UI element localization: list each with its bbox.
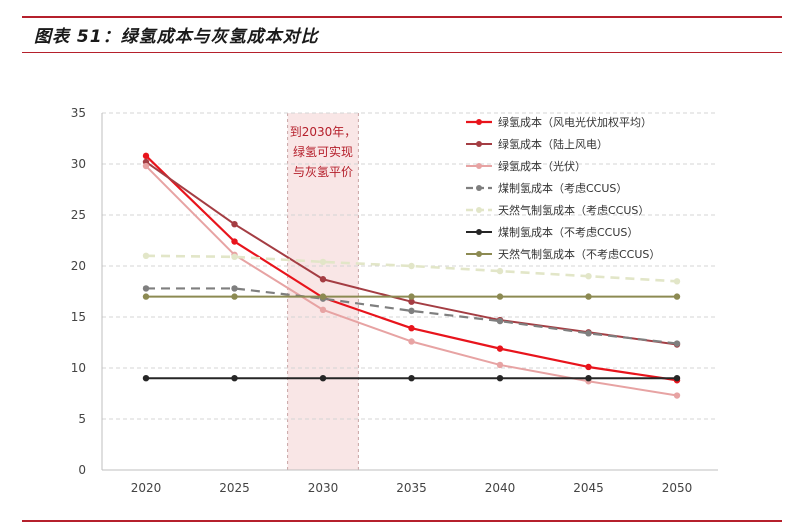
data-point (319, 258, 327, 266)
data-point (496, 293, 504, 300)
data-point (496, 267, 504, 275)
data-point (142, 162, 150, 170)
legend-label: 绿氢成本（风电光伏加权平均） (498, 115, 652, 129)
y-tick-label: 10 (71, 361, 86, 375)
top-rule (22, 16, 782, 18)
data-point (496, 345, 504, 352)
legend-item: 煤制氢成本（不考虑CCUS） (466, 225, 638, 239)
x-tick-label: 2045 (573, 481, 604, 495)
data-point (408, 293, 415, 300)
data-point (231, 375, 238, 382)
x-tick-label: 2035 (396, 481, 427, 495)
data-point (585, 363, 592, 371)
x-tick-label: 2030 (308, 481, 339, 495)
legend-label: 绿氢成本（陆上风电） (498, 137, 608, 151)
legend-label: 天然气制氢成本（考虑CCUS） (498, 203, 649, 217)
legend-label: 天然气制氢成本（不考虑CCUS） (498, 247, 660, 261)
series-line (145, 165, 678, 397)
data-point (673, 375, 681, 382)
legend-swatch-marker (476, 119, 482, 125)
legend-item: 天然气制氢成本（不考虑CCUS） (466, 247, 660, 261)
data-point (408, 338, 415, 345)
data-point (142, 375, 150, 382)
data-point (585, 293, 592, 300)
data-point (231, 220, 238, 228)
y-tick-label: 25 (71, 208, 86, 222)
series-5 (142, 252, 681, 285)
data-point (585, 375, 592, 382)
y-tick-label: 35 (71, 106, 86, 120)
y-tick-label: 0 (78, 463, 86, 477)
legend-item: 天然气制氢成本（考虑CCUS） (466, 203, 649, 217)
data-point (408, 307, 415, 315)
legend-item: 绿氢成本（光伏） (466, 159, 586, 173)
series-3 (142, 162, 681, 399)
legend-item: 绿氢成本（风电光伏加权平均） (466, 115, 652, 129)
data-point (496, 317, 504, 325)
bottom-rule (22, 520, 782, 522)
legend-swatch-marker (476, 141, 482, 147)
data-point (673, 293, 681, 300)
y-tick-label: 20 (71, 259, 86, 273)
title-rule (22, 52, 782, 53)
legend-label: 煤制氢成本（不考虑CCUS） (498, 225, 638, 239)
data-point (585, 273, 592, 280)
data-point (673, 278, 681, 285)
data-point (319, 276, 327, 283)
data-point (496, 375, 504, 382)
y-tick-label: 30 (71, 157, 86, 171)
legend-label: 煤制氢成本（考虑CCUS） (498, 181, 627, 195)
data-point (142, 293, 150, 300)
data-point (673, 340, 681, 347)
data-point (673, 392, 681, 399)
data-point (231, 285, 238, 292)
y-axis-ticks: 0 5 10 15 20 25 30 35 (71, 106, 86, 477)
annotation-line: 与灰氢平价 (293, 164, 353, 179)
x-tick-label: 2025 (219, 481, 250, 495)
y-tick-label: 5 (78, 412, 86, 426)
data-point (142, 285, 150, 292)
series-6 (142, 375, 681, 382)
legend: 绿氢成本（风电光伏加权平均） 绿氢成本（陆上风电） 绿氢成本（光伏） 煤制氢成本（考虑… (466, 115, 660, 261)
data-point (319, 375, 327, 382)
legend-label: 绿氢成本（光伏） (498, 159, 586, 173)
series-layer (142, 152, 681, 399)
x-tick-label: 2020 (131, 481, 162, 495)
x-tick-label: 2050 (662, 481, 693, 495)
x-axis-ticks: 2020 2025 2030 2035 2040 2045 2050 (131, 481, 693, 495)
series-4 (142, 285, 681, 347)
data-point (496, 361, 504, 369)
data-point (408, 262, 415, 270)
y-tick-label: 15 (71, 310, 86, 324)
data-point (408, 375, 415, 382)
data-point (585, 330, 592, 337)
legend-item: 煤制氢成本（考虑CCUS） (466, 181, 627, 195)
data-point (319, 293, 327, 300)
data-point (142, 252, 150, 259)
data-point (319, 306, 327, 314)
figure-title: 图表 51：绿氢成本与灰氢成本对比 (34, 27, 319, 47)
x-tick-label: 2040 (485, 481, 516, 495)
data-point (142, 152, 150, 160)
annotation-band (287, 113, 359, 470)
data-point (231, 253, 238, 261)
data-point (231, 238, 238, 245)
data-point (408, 298, 415, 305)
annotation-line: 绿氢可实现 (293, 144, 353, 159)
legend-swatch-marker (476, 185, 482, 191)
legend-swatch-marker (476, 229, 482, 235)
data-point (231, 293, 238, 300)
gridlines (101, 112, 718, 471)
annotation-line: 到2030年， (290, 125, 357, 139)
legend-item: 绿氢成本（陆上风电） (466, 137, 608, 151)
legend-swatch-marker (476, 163, 482, 169)
data-point (408, 325, 415, 332)
series-7 (142, 293, 681, 300)
legend-swatch-marker (476, 251, 482, 257)
legend-swatch-marker (476, 207, 482, 213)
